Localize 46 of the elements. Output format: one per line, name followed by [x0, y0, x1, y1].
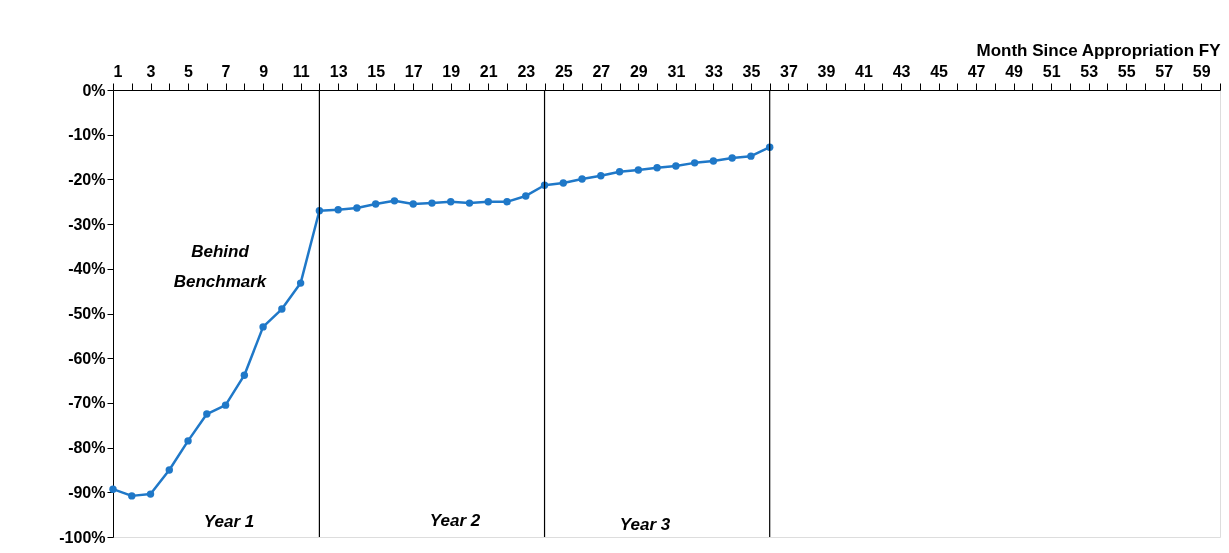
x-tick-label: 31	[667, 62, 686, 80]
y-tick-label: -60%	[68, 349, 106, 367]
x-tick-label: 49	[1005, 62, 1024, 80]
x-tick-label: 7	[221, 62, 231, 80]
x-tick-label: 47	[967, 62, 986, 80]
x-tick-label: 39	[817, 62, 836, 80]
y-tick-label: 0%	[82, 81, 106, 99]
y-tick-label: -90%	[68, 483, 106, 501]
x-tick-label: 27	[592, 62, 611, 80]
annotation: Year 1	[203, 512, 255, 531]
x-tick-label: 11	[292, 62, 310, 80]
x-tick-label: 23	[517, 62, 536, 80]
x-tick-label: 29	[629, 62, 648, 80]
y-tick-label: -50%	[68, 305, 106, 322]
x-tick-label: 43	[892, 62, 911, 80]
x-tick-label: 59	[1192, 62, 1211, 80]
annotation: Year 3	[619, 515, 671, 534]
x-tick-label: 51	[1042, 62, 1061, 80]
y-tick-label: -80%	[68, 439, 106, 457]
x-tick-label: 25	[554, 62, 573, 80]
x-tick-label: 1	[113, 62, 123, 80]
y-tick-label: -10%	[68, 126, 106, 144]
x-tick-label: 55	[1117, 62, 1136, 80]
y-tick-label: -30%	[68, 215, 106, 233]
x-tick-label: 13	[329, 62, 348, 80]
x-axis-title: Month Since Appropriation FY	[976, 40, 1222, 60]
x-tick-label: 3	[146, 62, 156, 80]
x-tick-label: 57	[1155, 62, 1174, 80]
y-tick-label: -100%	[59, 528, 106, 546]
x-tick-label: 53	[1080, 62, 1099, 80]
x-tick-label: 41	[855, 62, 874, 80]
annotation: Year 2	[429, 511, 481, 530]
x-tick-label: 21	[479, 62, 498, 80]
x-tick-label: 35	[742, 62, 761, 80]
x-tick-label: 15	[367, 62, 386, 80]
x-tick-label: 45	[930, 62, 949, 80]
x-tick-label: 37	[780, 62, 798, 80]
annotation: Behind Benchmark	[173, 242, 268, 291]
y-tick-label: -20%	[68, 170, 106, 188]
x-tick-label: 9	[259, 62, 269, 80]
x-tick-label: 5	[184, 62, 194, 80]
y-tick-label: -70%	[68, 394, 106, 412]
x-tick-label: 17	[404, 62, 423, 80]
x-tick-label: 33	[705, 62, 723, 80]
y-tick-label: -40%	[68, 260, 106, 278]
x-tick-label: 19	[442, 62, 461, 80]
